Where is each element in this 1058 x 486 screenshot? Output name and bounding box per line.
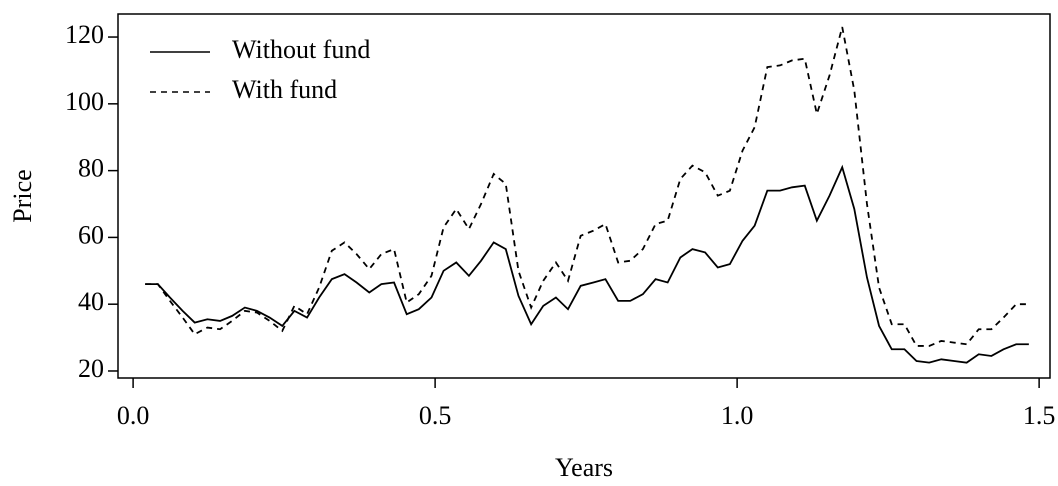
x-tick-label: 1.0: [721, 401, 754, 430]
plot-frame: [117, 13, 1051, 379]
y-tick-label: 40: [78, 287, 104, 316]
line-series: [145, 26, 1029, 347]
x-tick-label: 1.5: [1023, 401, 1056, 430]
y-tick-label: 100: [65, 87, 104, 116]
y-tick-label: 80: [78, 154, 104, 183]
line-series: [145, 164, 1029, 364]
x-tick-label: 0.5: [419, 401, 452, 430]
legend-label: With fund: [232, 75, 337, 104]
legend-label: Without fund: [232, 35, 370, 64]
x-tick-label: 0.0: [117, 401, 150, 430]
y-tick-label: 120: [65, 20, 104, 49]
x-axis-label: Years: [555, 453, 613, 482]
y-tick-label: 20: [78, 354, 104, 383]
y-tick-label: 60: [78, 220, 104, 249]
y-axis-label: Price: [8, 169, 37, 222]
